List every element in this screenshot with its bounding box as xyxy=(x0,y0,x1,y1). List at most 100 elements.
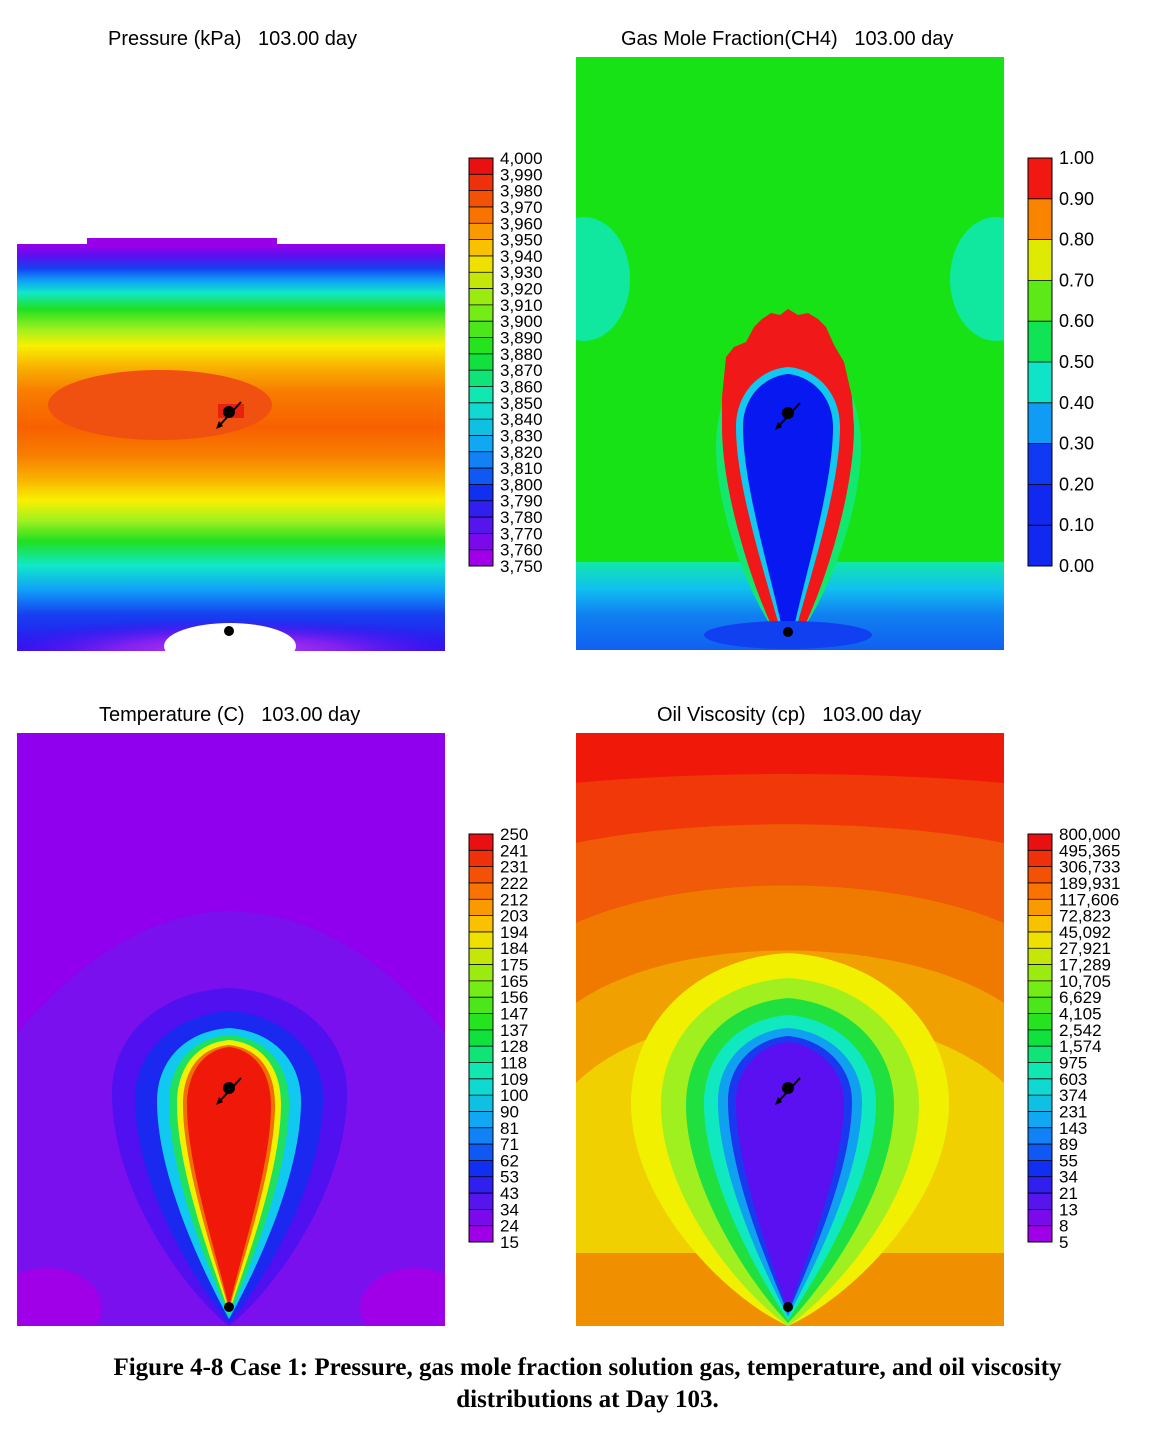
legend-swatch xyxy=(469,1111,493,1129)
legend-label: 71 xyxy=(500,1135,519,1154)
legend-label: 3,910 xyxy=(500,296,543,315)
legend-swatch xyxy=(469,419,493,436)
legend-label: 1.00 xyxy=(1059,148,1094,168)
legend-label: 4,000 xyxy=(500,149,543,168)
legend-label: 90 xyxy=(500,1102,519,1121)
legend-label: 374 xyxy=(1059,1086,1087,1105)
legend-label: 231 xyxy=(1059,1102,1087,1121)
caption-line-1: Figure 4-8 Case 1: Pressure, gas mole fr… xyxy=(113,1354,1062,1381)
legend-swatch xyxy=(469,1160,493,1178)
legend-label: 13 xyxy=(1059,1200,1078,1219)
legend-label: 3,760 xyxy=(500,541,543,560)
legend-label: 0.30 xyxy=(1059,434,1094,454)
legend-label: 0.90 xyxy=(1059,189,1094,209)
legend-label: 117,606 xyxy=(1059,890,1119,909)
legend-label: 109 xyxy=(500,1070,528,1089)
legend-swatch xyxy=(1028,321,1052,363)
legend-swatch xyxy=(1028,948,1052,966)
legend-swatch xyxy=(1028,1176,1052,1194)
legend-swatch xyxy=(469,948,493,966)
legend-label: 100 xyxy=(500,1086,528,1105)
legend-swatch xyxy=(469,882,493,900)
legend-swatch xyxy=(1028,1029,1052,1047)
pressure-map xyxy=(17,238,445,651)
legend-label: 3,930 xyxy=(500,263,543,282)
legend-label: 0.10 xyxy=(1059,515,1094,535)
legend-label: 3,850 xyxy=(500,394,543,413)
legend-swatch xyxy=(469,1095,493,1112)
legend-label: 203 xyxy=(500,907,528,926)
legend-swatch xyxy=(469,206,493,224)
legend-swatch xyxy=(1028,1062,1052,1080)
legend-swatch xyxy=(1028,915,1052,933)
legend-swatch xyxy=(469,997,493,1015)
legend-label: 89 xyxy=(1059,1135,1078,1154)
legend-label: 241 xyxy=(500,841,528,860)
legend-label: 3,820 xyxy=(500,443,543,462)
legend-swatch xyxy=(469,1046,493,1063)
legend-swatch xyxy=(469,484,493,502)
legend-swatch xyxy=(1028,158,1052,200)
legend-swatch xyxy=(469,1127,493,1145)
legend-swatch xyxy=(469,239,493,257)
legend-label: 34 xyxy=(1059,1168,1078,1187)
legend-swatch xyxy=(469,899,493,917)
legend-swatch xyxy=(1028,850,1052,868)
legend-swatch xyxy=(1028,882,1052,900)
legend-swatch xyxy=(469,915,493,933)
legend-swatch xyxy=(1028,1111,1052,1129)
legend-label: 5 xyxy=(1059,1233,1068,1252)
legend-swatch xyxy=(1028,525,1052,567)
legend-label: 3,980 xyxy=(500,182,543,201)
legend-label: 3,960 xyxy=(500,214,543,233)
legend-label: 0.20 xyxy=(1059,474,1094,494)
legend-swatch xyxy=(469,223,493,241)
legend-label: 8 xyxy=(1059,1217,1068,1236)
legend-label: 53 xyxy=(500,1168,519,1187)
legend-label: 4,105 xyxy=(1059,1005,1102,1024)
legend-swatch xyxy=(1028,1078,1052,1096)
legend-swatch xyxy=(1028,484,1052,526)
legend-label: 0.00 xyxy=(1059,556,1094,576)
legend-label: 306,733 xyxy=(1059,858,1120,877)
legend-label: 975 xyxy=(1059,1053,1087,1072)
legend-label: 250 xyxy=(500,825,528,844)
legend-label: 3,830 xyxy=(500,426,543,445)
legend-label: 184 xyxy=(500,939,528,958)
legend-label: 0.80 xyxy=(1059,230,1094,250)
legend-label: 3,810 xyxy=(500,459,543,478)
legend-swatch xyxy=(469,321,493,339)
legend-swatch xyxy=(1028,1209,1052,1227)
legend-label: 3,750 xyxy=(500,557,543,576)
legend-label: 147 xyxy=(500,1005,528,1024)
legend-swatch xyxy=(1028,1225,1052,1243)
caption-line-2: distributions at Day 103. xyxy=(456,1386,719,1413)
legend-label: 0.70 xyxy=(1059,270,1094,290)
legend-swatch xyxy=(1028,443,1052,485)
legend-swatch xyxy=(469,386,493,404)
legend-swatch xyxy=(1028,1144,1052,1161)
legend-label: 3,920 xyxy=(500,280,543,299)
legend-label: 0.60 xyxy=(1059,311,1094,331)
legend-swatch xyxy=(469,1062,493,1080)
legend-swatch xyxy=(469,337,493,355)
legend-label: 72,823 xyxy=(1059,907,1111,926)
legend-label: 603 xyxy=(1059,1070,1087,1089)
legend-swatch xyxy=(469,1225,493,1243)
legend-frame xyxy=(468,833,494,1243)
legend-label: 231 xyxy=(500,858,528,877)
gas-fraction-title: Gas Mole Fraction(CH4) 103.00 day xyxy=(621,28,954,50)
legend-label: 175 xyxy=(500,956,528,975)
legend-label: 189,931 xyxy=(1059,874,1120,893)
legend-swatch xyxy=(469,288,493,306)
legend-label: 43 xyxy=(500,1184,519,1203)
legend-label: 0.50 xyxy=(1059,352,1094,372)
gas-fraction-legend: 1.00 0.90 0.80 0.70 0.60 0.50 0.40 0.30 0.20 0.10… xyxy=(1027,148,1094,576)
legend-swatch xyxy=(1028,402,1052,445)
legend-swatch xyxy=(469,980,493,998)
legend-label: 0.40 xyxy=(1059,393,1094,413)
legend-swatch xyxy=(469,1193,493,1210)
legend-swatch xyxy=(1028,362,1052,404)
legend-swatch xyxy=(469,964,493,982)
legend-swatch xyxy=(469,451,493,469)
